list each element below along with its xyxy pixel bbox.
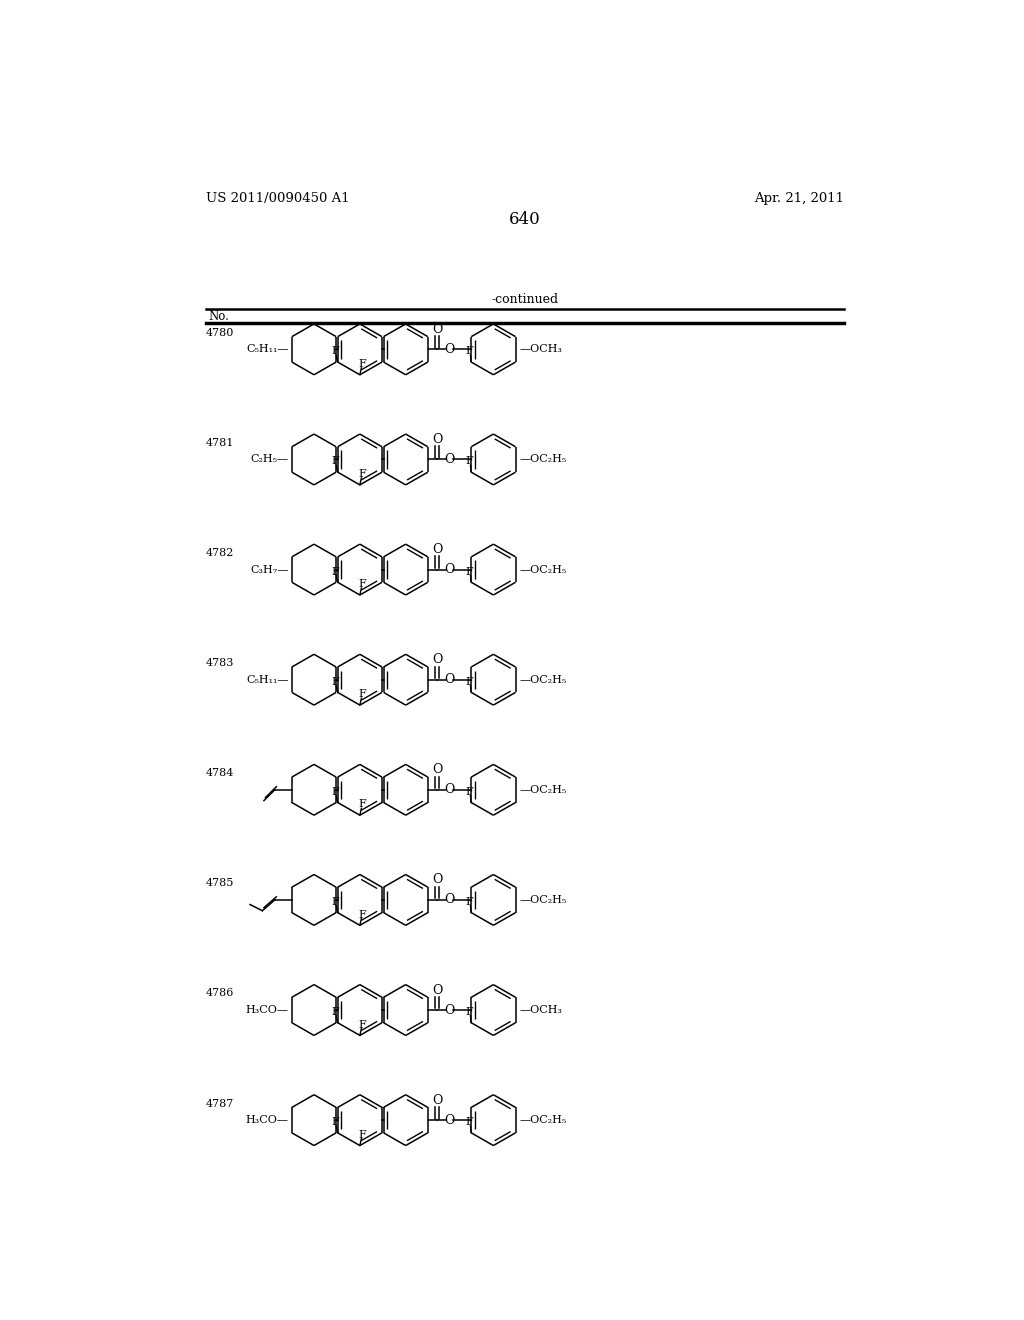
Text: F: F [332, 787, 339, 797]
Text: F: F [466, 677, 473, 686]
Text: F: F [466, 457, 473, 466]
Text: —OC₂H₅: —OC₂H₅ [519, 785, 566, 795]
Text: O: O [444, 343, 455, 356]
Text: O: O [444, 673, 455, 686]
Text: O: O [432, 983, 442, 997]
Text: No.: No. [209, 310, 229, 323]
Text: O: O [432, 763, 442, 776]
Text: F: F [358, 689, 366, 700]
Text: F: F [332, 896, 339, 907]
Text: F: F [466, 896, 473, 907]
Text: F: F [332, 346, 339, 356]
Text: F: F [466, 346, 473, 356]
Text: -continued: -continued [492, 293, 558, 306]
Text: O: O [444, 1114, 455, 1127]
Text: F: F [332, 566, 339, 577]
Text: F: F [466, 1007, 473, 1016]
Text: —OCH₃: —OCH₃ [519, 1005, 562, 1015]
Text: F: F [332, 1007, 339, 1016]
Text: O: O [432, 1093, 442, 1106]
Text: —OC₂H₅: —OC₂H₅ [519, 895, 566, 906]
Text: F: F [358, 1130, 366, 1139]
Text: H₃CO—: H₃CO— [246, 1005, 289, 1015]
Text: F: F [466, 566, 473, 577]
Text: O: O [432, 653, 442, 667]
Text: F: F [358, 909, 366, 920]
Text: F: F [332, 457, 339, 466]
Text: O: O [444, 564, 455, 576]
Text: F: F [358, 359, 366, 370]
Text: F: F [358, 1019, 366, 1030]
Text: 640: 640 [509, 211, 541, 228]
Text: H₃CO—: H₃CO— [246, 1115, 289, 1125]
Text: US 2011/0090450 A1: US 2011/0090450 A1 [206, 191, 349, 205]
Text: C₃H₇—: C₃H₇— [251, 565, 289, 574]
Text: 4783: 4783 [206, 659, 233, 668]
Text: O: O [444, 453, 455, 466]
Text: O: O [432, 543, 442, 556]
Text: 4781: 4781 [206, 438, 233, 447]
Text: F: F [332, 677, 339, 686]
Text: —OCH₃: —OCH₃ [519, 345, 562, 354]
Text: O: O [444, 783, 455, 796]
Text: C₅H₁₁—: C₅H₁₁— [246, 675, 289, 685]
Text: C₂H₅—: C₂H₅— [251, 454, 289, 465]
Text: O: O [432, 323, 442, 335]
Text: F: F [332, 1117, 339, 1127]
Text: F: F [358, 800, 366, 809]
Text: F: F [466, 787, 473, 797]
Text: O: O [444, 1003, 455, 1016]
Text: 4786: 4786 [206, 989, 233, 998]
Text: O: O [432, 433, 442, 446]
Text: 4787: 4787 [206, 1098, 233, 1109]
Text: F: F [466, 1117, 473, 1127]
Text: —OC₂H₅: —OC₂H₅ [519, 454, 566, 465]
Text: F: F [358, 469, 366, 479]
Text: C₅H₁₁—: C₅H₁₁— [246, 345, 289, 354]
Text: F: F [358, 579, 366, 589]
Text: —OC₂H₅: —OC₂H₅ [519, 1115, 566, 1125]
Text: —OC₂H₅: —OC₂H₅ [519, 565, 566, 574]
Text: 4785: 4785 [206, 878, 233, 888]
Text: 4780: 4780 [206, 327, 233, 338]
Text: —OC₂H₅: —OC₂H₅ [519, 675, 566, 685]
Text: 4784: 4784 [206, 768, 233, 779]
Text: O: O [444, 894, 455, 907]
Text: 4782: 4782 [206, 548, 233, 558]
Text: Apr. 21, 2011: Apr. 21, 2011 [754, 191, 844, 205]
Text: O: O [432, 874, 442, 887]
